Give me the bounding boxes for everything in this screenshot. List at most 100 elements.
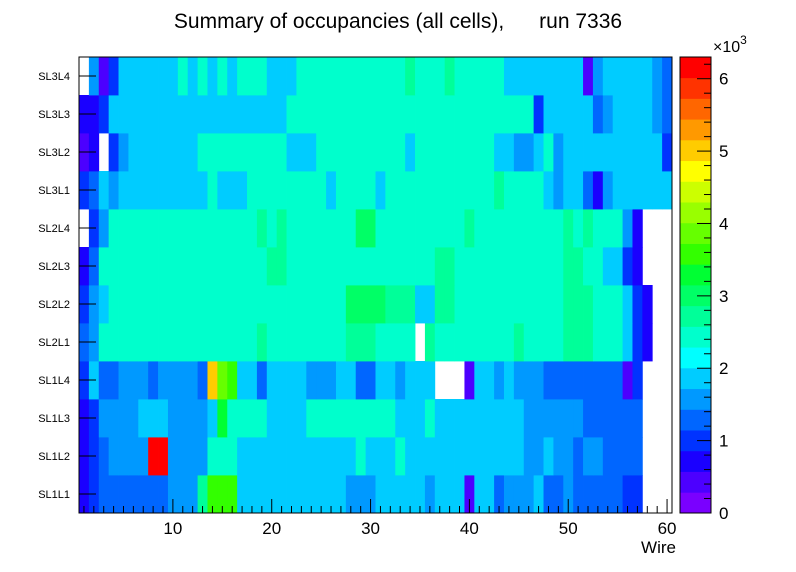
heatmap-cell bbox=[237, 171, 248, 210]
heatmap-cell bbox=[395, 475, 406, 514]
heatmap-cell bbox=[197, 399, 208, 438]
heatmap-cell bbox=[207, 285, 218, 324]
heatmap-cell bbox=[622, 285, 633, 324]
heatmap-cell bbox=[563, 171, 574, 210]
heatmap-cell bbox=[316, 475, 327, 514]
heatmap-cell bbox=[237, 247, 248, 286]
heatmap-cell bbox=[573, 171, 584, 210]
heatmap-cell bbox=[128, 171, 139, 210]
heatmap-cell bbox=[612, 247, 623, 286]
heatmap-cell bbox=[187, 247, 198, 286]
heatmap-cell bbox=[424, 475, 436, 514]
heatmap-cell bbox=[345, 247, 357, 286]
heatmap-cell bbox=[207, 209, 218, 248]
heatmap-cell bbox=[494, 209, 505, 248]
heatmap-cell bbox=[503, 209, 515, 248]
heatmap-cell bbox=[197, 95, 208, 134]
heatmap-cell bbox=[167, 95, 179, 134]
heatmap-cell bbox=[632, 133, 643, 172]
color-scale-swatch bbox=[680, 409, 711, 431]
heatmap-cell bbox=[592, 437, 604, 476]
heatmap-cell bbox=[592, 171, 604, 210]
heatmap-cell bbox=[385, 171, 396, 210]
heatmap-cell bbox=[494, 285, 505, 324]
heatmap-cell bbox=[533, 171, 544, 210]
heatmap-cell bbox=[583, 171, 594, 210]
heatmap-cell bbox=[533, 437, 544, 476]
heatmap-cell bbox=[365, 437, 376, 476]
heatmap-cell bbox=[158, 171, 169, 210]
heatmap-cell bbox=[256, 399, 268, 438]
heatmap-cell bbox=[266, 361, 278, 400]
heatmap-cell bbox=[563, 475, 574, 514]
heatmap-cell bbox=[316, 57, 327, 96]
heatmap-cell bbox=[197, 285, 208, 324]
heatmap-cell bbox=[553, 323, 564, 362]
heatmap-cell bbox=[513, 209, 525, 248]
heatmap-cell bbox=[237, 57, 248, 96]
heatmap-cell bbox=[454, 57, 465, 96]
y-tick-label: SL3L1 bbox=[38, 185, 70, 197]
heatmap-cell bbox=[395, 247, 406, 286]
heatmap-cell bbox=[167, 171, 179, 210]
heatmap-cell bbox=[454, 95, 465, 134]
heatmap-cell bbox=[306, 57, 317, 96]
heatmap-cell bbox=[345, 171, 357, 210]
heatmap-cell bbox=[335, 209, 347, 248]
heatmap-cell bbox=[355, 247, 367, 286]
heatmap-cell bbox=[652, 133, 663, 172]
heatmap-cell bbox=[128, 399, 139, 438]
heatmap-cell bbox=[138, 437, 149, 476]
heatmap-cell bbox=[464, 57, 475, 96]
heatmap-cell bbox=[612, 209, 623, 248]
heatmap-cell bbox=[207, 57, 218, 96]
heatmap-cell bbox=[434, 133, 446, 172]
heatmap-cell bbox=[256, 437, 268, 476]
heatmap-cell bbox=[98, 95, 110, 134]
heatmap-cell bbox=[345, 437, 357, 476]
heatmap-cell bbox=[434, 171, 446, 210]
heatmap-cell bbox=[247, 171, 258, 210]
color-scale-swatch bbox=[680, 202, 711, 224]
heatmap-cell bbox=[256, 323, 268, 362]
heatmap-cell bbox=[286, 209, 297, 248]
heatmap-cell bbox=[197, 171, 208, 210]
heatmap-cell bbox=[197, 437, 208, 476]
heatmap-cell bbox=[642, 285, 653, 324]
heatmap-cell bbox=[276, 323, 287, 362]
heatmap-cell bbox=[405, 399, 416, 438]
heatmap-cell bbox=[474, 171, 485, 210]
heatmap-cell bbox=[118, 323, 129, 362]
heatmap-cell bbox=[385, 133, 396, 172]
heatmap-cell bbox=[227, 323, 238, 362]
heatmap-cell bbox=[158, 323, 169, 362]
heatmap-cell bbox=[266, 209, 278, 248]
heatmap-cell bbox=[642, 57, 653, 96]
heatmap-cell bbox=[523, 323, 535, 362]
heatmap-cell bbox=[237, 437, 248, 476]
heatmap-cell bbox=[533, 247, 544, 286]
y-axis: SL1L1 SL1L2 SL1L3 SL1L4 SL2L1 SL2L2 SL2L3 SL2L4… bbox=[38, 71, 96, 501]
heatmap-cell bbox=[118, 285, 129, 324]
heatmap-cell bbox=[167, 285, 179, 324]
heatmap-cell bbox=[553, 209, 564, 248]
heatmap-cell bbox=[622, 399, 633, 438]
heatmap-cell bbox=[474, 133, 485, 172]
heatmap-cell bbox=[256, 95, 268, 134]
heatmap-cell bbox=[543, 133, 554, 172]
heatmap-cell bbox=[464, 209, 475, 248]
heatmap-cell bbox=[217, 95, 228, 134]
heatmap-cell bbox=[355, 209, 367, 248]
heatmap-cell bbox=[474, 95, 485, 134]
heatmap-cell bbox=[513, 171, 525, 210]
heatmap-cell bbox=[454, 133, 465, 172]
heatmap-cell bbox=[197, 323, 208, 362]
heatmap-cell bbox=[118, 57, 129, 96]
heatmap-cell bbox=[513, 247, 525, 286]
heatmap-cell bbox=[415, 475, 426, 514]
heatmap-cell bbox=[553, 361, 564, 400]
heatmap-cell bbox=[513, 399, 525, 438]
heatmap-cell bbox=[158, 133, 169, 172]
x-tick-label: 60 bbox=[658, 519, 677, 538]
heatmap-cell bbox=[543, 399, 554, 438]
